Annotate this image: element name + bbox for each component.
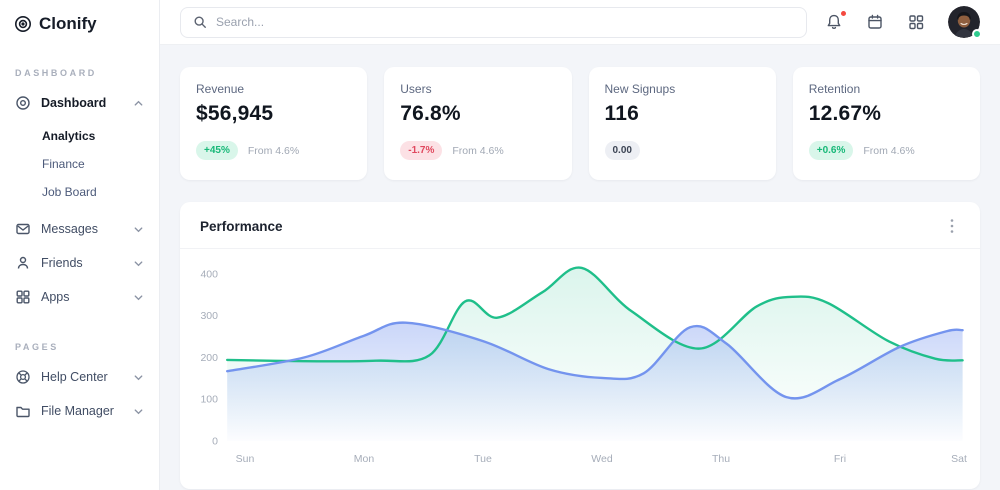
sidebar-item-messages[interactable]: Messages xyxy=(0,212,159,246)
performance-chart: 0 100 200 300 400 Sun Mon Tue Wed Thu Fri Sat xyxy=(180,249,980,489)
sidebar-item-file-manager[interactable]: File Manager xyxy=(0,394,159,428)
apps-grid-icon xyxy=(909,15,924,30)
stat-card-retention: Retention 12.67% +0.6% From 4.6% xyxy=(792,67,980,180)
bell-icon xyxy=(827,14,841,29)
svg-text:Thu: Thu xyxy=(712,453,730,465)
sidebar-item-apps[interactable]: Apps xyxy=(0,280,159,314)
svg-text:300: 300 xyxy=(200,310,218,322)
sidebar-subitem-analytics[interactable]: Analytics xyxy=(42,129,96,143)
section-label-pages: PAGES xyxy=(15,342,59,352)
sidebar-item-label: Dashboard xyxy=(41,96,107,110)
trend-badge: +45% xyxy=(196,141,238,160)
calendar-icon xyxy=(868,14,882,29)
folder-icon xyxy=(15,403,31,419)
stat-card-new-signups: New Signups 116 0.00 xyxy=(588,67,776,180)
kebab-menu-icon xyxy=(950,219,954,233)
stat-value: 116 xyxy=(604,102,639,125)
notifications-button[interactable] xyxy=(825,10,847,31)
stat-caption: From 4.6% xyxy=(452,144,504,157)
sidebar-subitem-job-board[interactable]: Job Board xyxy=(42,185,97,199)
svg-text:Sun: Sun xyxy=(236,453,255,465)
svg-text:100: 100 xyxy=(200,394,218,406)
dashboard-icon xyxy=(15,95,31,111)
lifebuoy-icon xyxy=(15,369,31,385)
content-area: Revenue $56,945 +45% From 4.6% Users 76.… xyxy=(160,0,1000,490)
apps-launcher-button[interactable] xyxy=(907,13,925,31)
stat-caption: From 4.6% xyxy=(247,144,300,157)
svg-text:Mon: Mon xyxy=(354,453,375,465)
chevron-down-icon xyxy=(133,258,144,269)
stat-card-users: Users 76.8% -1.7% From 4.6% xyxy=(384,67,572,180)
grid-icon xyxy=(15,289,31,305)
chevron-down-icon xyxy=(133,406,144,417)
brand-name: Clonify xyxy=(39,14,97,33)
svg-text:200: 200 xyxy=(200,352,218,364)
svg-text:Fri: Fri xyxy=(834,453,846,465)
calendar-button[interactable] xyxy=(866,13,884,31)
sidebar-item-friends[interactable]: Friends xyxy=(0,246,159,280)
stats-row: Revenue $56,945 +45% From 4.6% Users 76.… xyxy=(180,67,980,180)
stat-title: New Signups xyxy=(604,82,676,96)
kebab-menu-button[interactable] xyxy=(944,216,960,236)
svg-text:Tue: Tue xyxy=(474,453,492,465)
svg-text:0: 0 xyxy=(212,436,218,448)
stat-value: 76.8% xyxy=(400,102,461,125)
sidebar-item-label: Apps xyxy=(41,290,70,304)
svg-text:Sat: Sat xyxy=(951,453,967,465)
sidebar-item-label: Help Center xyxy=(41,370,108,384)
stat-value: 12.67% xyxy=(808,102,882,125)
trend-badge: 0.00 xyxy=(604,141,640,160)
sidebar-subitem-finance[interactable]: Finance xyxy=(42,157,85,171)
chevron-up-icon xyxy=(133,98,144,109)
person-icon xyxy=(15,255,31,271)
main-panel: Revenue $56,945 +45% From 4.6% Users 76.… xyxy=(160,45,1000,490)
search-box[interactable] xyxy=(180,6,807,38)
notification-dot xyxy=(840,10,847,17)
user-avatar[interactable] xyxy=(948,6,982,39)
sidebar-item-label: Messages xyxy=(41,222,98,236)
envelope-icon xyxy=(15,221,31,237)
search-input[interactable] xyxy=(216,15,794,29)
sidebar-item-help-center[interactable]: Help Center xyxy=(0,360,159,394)
chevron-down-icon xyxy=(133,372,144,383)
sidebar-item-dashboard[interactable]: Dashboard xyxy=(0,86,159,120)
clonify-logo-icon xyxy=(14,15,32,33)
avatar-photo xyxy=(948,6,980,38)
brand-logo[interactable]: Clonify xyxy=(0,0,159,40)
performance-title: Performance xyxy=(200,218,283,234)
dashboard-submenu: Analytics Finance Job Board xyxy=(0,120,159,212)
sidebar-item-label: File Manager xyxy=(41,404,114,418)
topbar-actions xyxy=(825,6,982,39)
stat-title: Revenue xyxy=(196,82,245,96)
chevron-down-icon xyxy=(133,224,144,235)
section-label-dashboard: DASHBOARD xyxy=(15,68,97,78)
performance-card: Performance 0 100 200 300 400 Sun Mon Tue Wed Thu… xyxy=(180,202,980,489)
sidebar-item-label: Friends xyxy=(41,256,83,270)
stat-title: Retention xyxy=(808,82,861,96)
stat-title: Users xyxy=(400,82,432,96)
performance-header: Performance xyxy=(180,202,980,249)
trend-badge: +0.6% xyxy=(808,141,854,160)
search-icon xyxy=(194,16,206,28)
chevron-down-icon xyxy=(133,292,144,303)
stat-caption: From 4.6% xyxy=(863,144,915,157)
svg-text:400: 400 xyxy=(200,268,218,280)
sidebar: Clonify DASHBOARD Dashboard Analytics Fi… xyxy=(0,0,160,490)
svg-text:Wed: Wed xyxy=(591,453,613,465)
topbar xyxy=(160,0,1000,45)
stat-card-revenue: Revenue $56,945 +45% From 4.6% xyxy=(180,67,368,180)
stat-value: $56,945 xyxy=(196,102,274,125)
trend-badge: -1.7% xyxy=(400,141,443,160)
online-status-dot xyxy=(972,29,982,39)
